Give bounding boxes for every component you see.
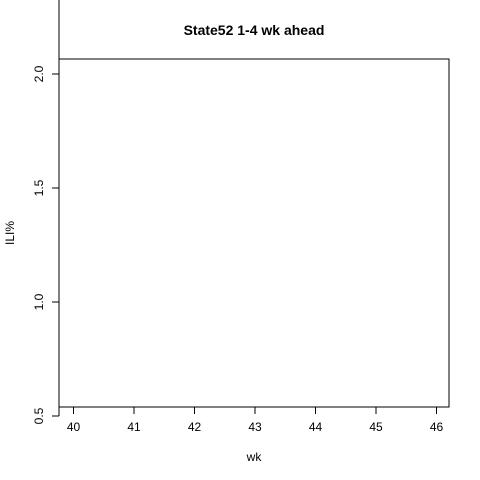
y-tick-label: 2.0: [32, 65, 46, 82]
x-tick-label: 41: [127, 420, 141, 434]
x-tick-label: 43: [248, 420, 262, 434]
y-axis: 0.51.01.52.02.53.0: [32, 0, 60, 424]
x-tick-label: 44: [309, 420, 323, 434]
ensemble-line: [195, 437, 437, 458]
ensemble-line: [195, 436, 437, 442]
x-tick-label: 45: [369, 420, 383, 434]
ensemble-line: [195, 434, 437, 441]
ensemble-line: [195, 437, 437, 446]
ensemble-line: [195, 437, 437, 447]
y-tick-label: 1.5: [32, 179, 46, 196]
ensemble-line: [195, 437, 437, 448]
plot-frame: [58, 58, 450, 408]
x-axis-label: wk: [246, 450, 263, 464]
ensemble-line: [195, 437, 437, 451]
ensemble-line: [195, 437, 437, 444]
ensemble-line: [195, 437, 437, 456]
ensemble-line: [195, 437, 437, 453]
ensemble-line: [195, 437, 437, 449]
forecast-median-line: [195, 437, 437, 448]
x-tick-label: 42: [188, 420, 202, 434]
observed-line: [73, 406, 75, 407]
y-axis-label: ILI%: [3, 221, 17, 245]
ensemble-line: [195, 437, 437, 445]
y-tick-label: 0.5: [32, 407, 46, 424]
y-tick-label: 1.0: [32, 293, 46, 310]
x-tick-label: 40: [67, 420, 81, 434]
chart-title: State52 1-4 wk ahead: [184, 22, 325, 38]
series-group: [73, 406, 437, 458]
x-tick-label: 46: [430, 420, 444, 434]
plot-area: [58, 58, 450, 458]
x-axis: 40 41 42 43 44 45 46: [67, 406, 444, 434]
